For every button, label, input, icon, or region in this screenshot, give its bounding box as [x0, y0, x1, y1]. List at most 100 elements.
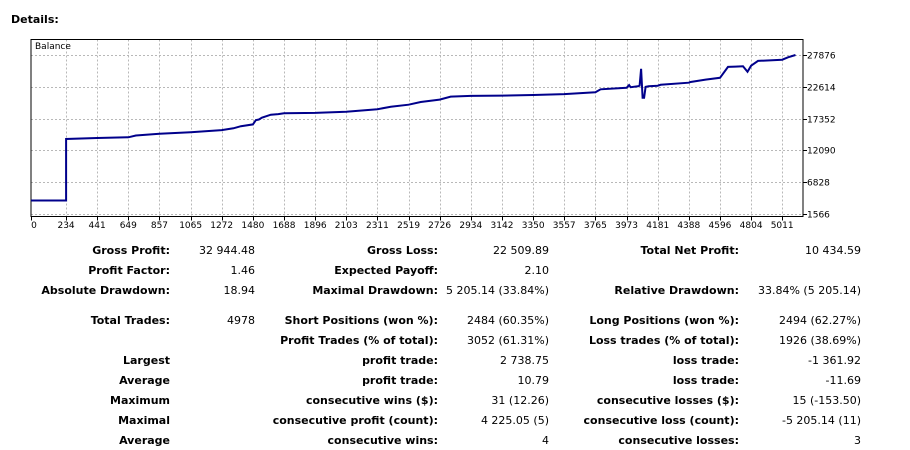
stat-label: Maximum: [110, 393, 170, 407]
stat-value: 10.79: [517, 373, 550, 387]
x-tick-label: 4804: [740, 221, 763, 231]
stat-label: Profit Trades (% of total):: [280, 333, 438, 347]
stats-row: Largest profit trade: 2 738.75 loss trade: -…: [0, 350, 861, 370]
stat-label: Total Trades:: [90, 313, 170, 327]
x-tick-label: 1896: [304, 221, 327, 231]
x-tick-label: 2934: [459, 221, 482, 231]
plot-frame: [30, 39, 804, 217]
y-axis: 27876 22614 17352 12090 6828 1566: [803, 52, 836, 221]
stat-label: Average: [119, 433, 170, 447]
stat-label: Maximal: [118, 413, 170, 427]
x-tick-label: 0: [31, 221, 37, 231]
stats-row: Profit Trades (% of total): 3052 (61.31%)…: [0, 330, 861, 350]
stat-value: 15 (-153.50): [792, 393, 861, 407]
x-tick-label: 3350: [522, 221, 545, 231]
stats-row: Profit Factor: 1.46 Expected Payoff: 2.10: [0, 260, 861, 280]
stat-value: 2 738.75: [500, 353, 549, 367]
x-tick-label: 1272: [210, 221, 233, 231]
chart-title: Balance: [35, 42, 71, 52]
stat-label: loss trade:: [672, 373, 739, 387]
stat-value: -1 361.92: [808, 353, 861, 367]
stat-value: 3: [854, 433, 861, 447]
stat-label: [0, 330, 170, 350]
stats-row: Maximal consecutive profit (count): 4 225.…: [0, 410, 861, 430]
stat-value: 4: [542, 433, 549, 447]
stat-value: 2494 (62.27%): [778, 313, 861, 327]
stat-label: [549, 260, 739, 280]
y-tick-label: 6828: [807, 179, 830, 189]
stat-label: consecutive losses:: [618, 433, 739, 447]
stat-label: Absolute Drawdown:: [41, 283, 170, 297]
y-tick-label: 1566: [807, 211, 830, 221]
stat-value: [170, 370, 255, 390]
stats-row: Absolute Drawdown: 18.94 Maximal Drawdown:…: [0, 280, 861, 300]
stat-label: Expected Payoff:: [334, 263, 438, 277]
stat-value: 18.94: [223, 283, 256, 297]
x-tick-label: 5011: [771, 221, 794, 231]
stats-table: Gross Profit: 32 944.48 Gross Loss: 22 509.…: [0, 240, 861, 450]
balance-series-line: [31, 54, 796, 202]
x-tick-label: 441: [89, 221, 106, 231]
x-tick-label: 3973: [615, 221, 638, 231]
x-tick-label: 4596: [709, 221, 732, 231]
stat-label: consecutive wins ($):: [305, 393, 438, 407]
stats-row: Maximum consecutive wins ($): 31 (12.26) co…: [0, 390, 861, 410]
stat-value: -5 205.14 (11): [781, 413, 861, 427]
x-tick-label: 1688: [273, 221, 296, 231]
balance-chart: Balance 0 234 441 649 857 1065 1272 1480 1688 189…: [30, 39, 836, 231]
stat-value: [170, 330, 255, 350]
stat-value: 4 225.05 (5): [480, 413, 549, 427]
stat-label: Loss trades (% of total):: [588, 333, 739, 347]
x-tick-label: 4388: [677, 221, 700, 231]
stat-label: Short Positions (won %):: [284, 313, 438, 327]
stat-value: [739, 260, 861, 280]
stat-value: 2484 (60.35%): [466, 313, 549, 327]
stats-row: Average profit trade: 10.79 loss trade: -11.…: [0, 370, 861, 390]
x-axis: 0 234 441 649 857 1065 1272 1480 1688 1896 2103 231…: [31, 216, 794, 231]
stat-value: 32 944.48: [199, 243, 255, 257]
stat-value: [170, 350, 255, 370]
x-tick-label: 2726: [428, 221, 451, 231]
stat-label: Long Positions (won %):: [589, 313, 739, 327]
stats-row: Gross Profit: 32 944.48 Gross Loss: 22 509.…: [0, 240, 861, 260]
stat-label: consecutive wins:: [327, 433, 438, 447]
x-tick-label: 857: [151, 221, 168, 231]
stat-label: profit trade:: [362, 353, 438, 367]
x-tick-label: 3142: [491, 221, 514, 231]
stat-label: Gross Profit:: [92, 243, 170, 257]
stat-value: [170, 390, 255, 410]
stat-label: consecutive loss (count):: [583, 413, 739, 427]
stat-label: Gross Loss:: [367, 243, 438, 257]
x-tick-label: 234: [57, 221, 74, 231]
stat-label: Total Net Profit:: [640, 243, 740, 257]
chart-grid: [31, 39, 803, 217]
stat-value: 10 434.59: [805, 243, 861, 257]
stat-label: profit trade:: [362, 373, 438, 387]
stat-value: 1926 (38.69%): [778, 333, 861, 347]
x-tick-label: 3765: [584, 221, 607, 231]
x-tick-label: 2103: [335, 221, 358, 231]
stat-value: 31 (12.26): [491, 393, 549, 407]
stat-label: Profit Factor:: [88, 263, 170, 277]
stat-label: Maximal Drawdown:: [312, 283, 438, 297]
stat-value: 1.46: [230, 263, 256, 277]
stat-value: 4978: [227, 313, 255, 327]
x-tick-label: 3557: [553, 221, 576, 231]
x-tick-label: 1480: [241, 221, 264, 231]
x-tick-label: 4181: [646, 221, 669, 231]
y-tick-label: 17352: [807, 116, 836, 126]
stat-value: -11.69: [825, 373, 861, 387]
x-tick-label: 2311: [366, 221, 389, 231]
stat-label: consecutive profit (count):: [272, 413, 438, 427]
details-heading: Details:: [11, 13, 59, 26]
stat-value: 5 205.14 (33.84%): [445, 283, 549, 297]
y-tick-label: 22614: [807, 84, 836, 94]
stat-value: 2.10: [524, 263, 550, 277]
stats-row: Total Trades: 4978 Short Positions (won %)…: [0, 310, 861, 330]
x-tick-label: 2519: [397, 221, 420, 231]
stat-label: consecutive losses ($):: [596, 393, 739, 407]
y-tick-label: 27876: [807, 52, 836, 62]
stat-value: 3052 (61.31%): [466, 333, 549, 347]
stat-label: loss trade:: [672, 353, 739, 367]
stat-value: [170, 410, 255, 430]
